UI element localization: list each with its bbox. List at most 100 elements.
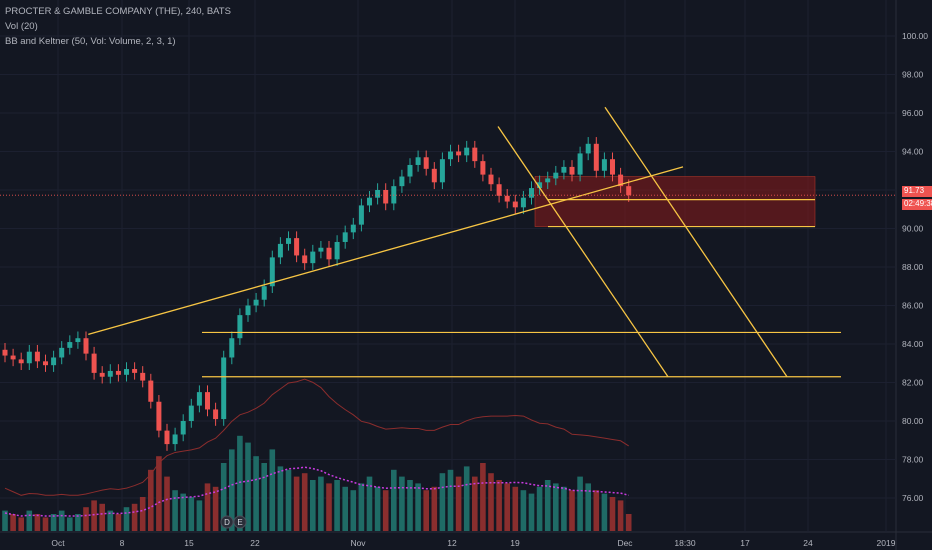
candle-body [512, 201, 518, 208]
rising-trendline[interactable] [88, 166, 684, 336]
volume-bar [164, 476, 170, 531]
price-tick-label: 76.00 [902, 493, 924, 503]
volume-bar [585, 483, 591, 531]
candle-body [593, 143, 599, 171]
volume-bar [237, 435, 243, 531]
volume-bar [91, 500, 97, 531]
volume-bar [593, 490, 600, 531]
volume-bar [399, 476, 405, 531]
candle-body [148, 380, 154, 402]
candle-body [132, 369, 138, 373]
candle-body [472, 147, 478, 162]
falling-trendline-1[interactable] [497, 126, 669, 378]
price-tick-label: 100.00 [902, 31, 928, 41]
falling-trendline-2[interactable] [604, 106, 788, 378]
candle-body [545, 178, 551, 183]
candle-body [172, 434, 178, 445]
candle-body [553, 172, 559, 179]
volume-bar [431, 486, 438, 531]
resistance-zone[interactable] [534, 176, 816, 227]
candle-body [399, 176, 405, 187]
candle-body [569, 166, 575, 175]
candle-body [431, 168, 437, 183]
volume-bar [350, 490, 357, 531]
candle-body [367, 197, 372, 206]
legend: PROCTER & GAMBLE COMPANY (THE), 240, BAT… [5, 4, 231, 49]
volume-bar [277, 466, 284, 531]
volume-bar [488, 473, 494, 531]
candle-body [18, 359, 24, 364]
candle-body [164, 430, 170, 445]
candle-body [375, 190, 381, 198]
volume-bar [156, 456, 162, 531]
volume-bar [463, 466, 470, 531]
time-tick-label: Nov [350, 538, 366, 548]
volume-bar [415, 483, 421, 531]
candle-body [585, 143, 591, 154]
candle-body [504, 195, 510, 202]
volume-bar [536, 486, 543, 531]
volume-bar [285, 469, 292, 531]
candle-body [26, 351, 32, 364]
time-tick-label: 2019 [877, 538, 896, 548]
volume-bar [358, 483, 365, 531]
volume-bar [480, 463, 486, 531]
candle-body [496, 184, 502, 196]
price-tick-label: 80.00 [902, 416, 924, 426]
candle-body [43, 361, 48, 366]
candle-body [99, 372, 105, 377]
candle-body [59, 347, 65, 358]
event-marker[interactable] [220, 515, 234, 529]
volume-bar [180, 493, 186, 531]
candle-body [561, 166, 567, 173]
volume-bar [301, 473, 308, 531]
bb-keltner-indicator-label[interactable]: BB and Keltner (50, Vol: Volume, 2, 3, 1… [5, 36, 176, 47]
volume-bar [229, 449, 235, 531]
candle-body [75, 338, 81, 343]
candle-body [358, 205, 364, 225]
candle-body [423, 157, 429, 169]
volume-bar [253, 456, 259, 531]
volume-bar [123, 507, 130, 531]
volume-indicator-label[interactable]: Vol (20) [5, 21, 38, 32]
time-tick-label: 12 [447, 538, 457, 548]
volume-bar [2, 510, 8, 531]
volume-bar [220, 463, 227, 531]
candle-body [196, 392, 202, 406]
volume-bar [188, 497, 195, 531]
candle-body [140, 372, 146, 381]
candle-body [415, 157, 421, 165]
price-axis-panel [896, 0, 932, 550]
volume-bar [26, 510, 33, 531]
symbol-title[interactable]: PROCTER & GAMBLE COMPANY (THE), 240, BAT… [5, 6, 231, 17]
candle-body [456, 151, 462, 156]
price-tick-label: 84.00 [902, 339, 924, 349]
event-marker-label: D [224, 518, 230, 527]
event-marker[interactable] [233, 515, 247, 529]
volume-bar [318, 476, 324, 531]
time-tick-label: 8 [120, 538, 125, 548]
candle-body [67, 342, 73, 348]
volume-bar [261, 463, 267, 531]
countdown-tag: 02:49:38 [902, 199, 932, 210]
event-marker-label: E [237, 518, 242, 527]
volume-bar [455, 476, 462, 531]
volume-bar [366, 476, 373, 531]
time-tick-label: Dec [617, 538, 633, 548]
candle-body [205, 392, 210, 410]
candle-body [310, 251, 316, 264]
bb-upper-band [4, 378, 629, 496]
candle-body [286, 238, 291, 244]
price-tick-label: 78.00 [902, 455, 924, 465]
volume-bar [18, 517, 24, 531]
candle-body [115, 370, 121, 375]
volume-bar [42, 517, 49, 531]
candle-body [188, 405, 194, 421]
volume-bar [382, 490, 389, 531]
volume-bar [423, 490, 429, 531]
price-tick-label: 90.00 [902, 224, 924, 234]
time-tick-label: 19 [510, 538, 520, 548]
volume-bar [107, 510, 114, 531]
